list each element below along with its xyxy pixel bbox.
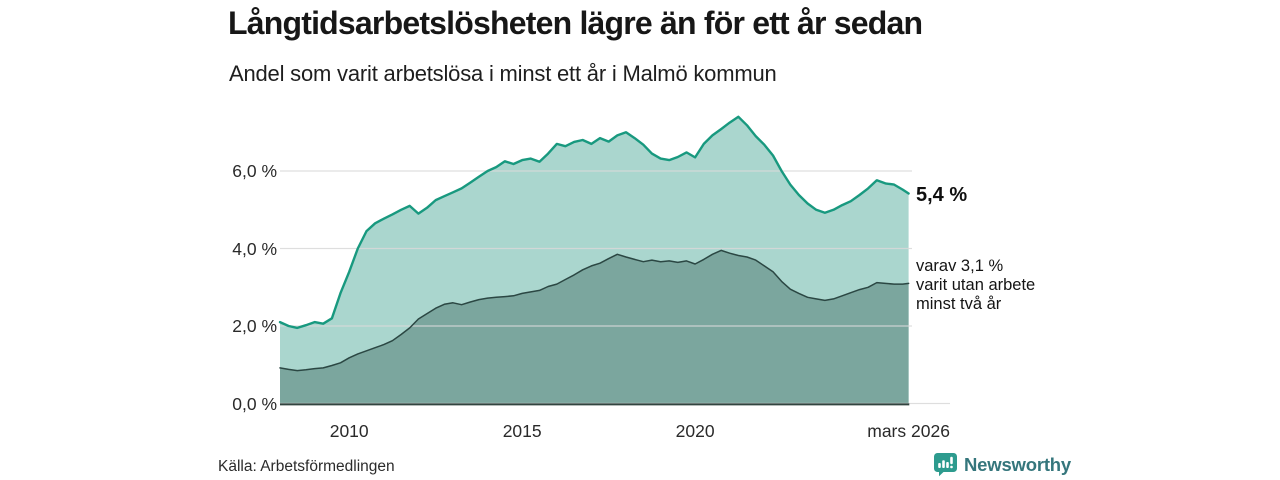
y-tick-label: 0,0 % <box>232 393 277 414</box>
newsworthy-icon <box>934 453 957 477</box>
x-tick-label: mars 2026 <box>867 421 950 441</box>
y-tick-label: 2,0 % <box>232 316 277 336</box>
newsworthy-logo: Newsworthy <box>933 452 1071 477</box>
source-label: Källa: Arbetsförmedlingen <box>218 458 395 475</box>
x-tick-label: 2020 <box>675 421 715 441</box>
breakdown-line: varav 3,1 % <box>916 257 1004 275</box>
breakdown-annotation: varav 3,1 % varit utan arbete minst två … <box>916 257 1035 313</box>
page-title: Långtidsarbetslösheten lägre än för ett … <box>228 5 923 41</box>
breakdown-line: varit utan arbete <box>916 275 1036 294</box>
y-tick-label: 6,0 % <box>232 161 277 181</box>
x-tick-label: 2010 <box>329 421 369 441</box>
latest-value-label: 5,4 % <box>916 184 968 206</box>
x-tick-label: 2015 <box>502 421 542 441</box>
chart-subtitle: Andel som varit arbetslösa i minst ett å… <box>229 61 777 86</box>
newsworthy-wordmark: Newsworthy <box>964 453 1071 475</box>
breakdown-line: minst två år <box>916 294 1002 313</box>
y-tick-label: 4,0 % <box>232 238 277 259</box>
